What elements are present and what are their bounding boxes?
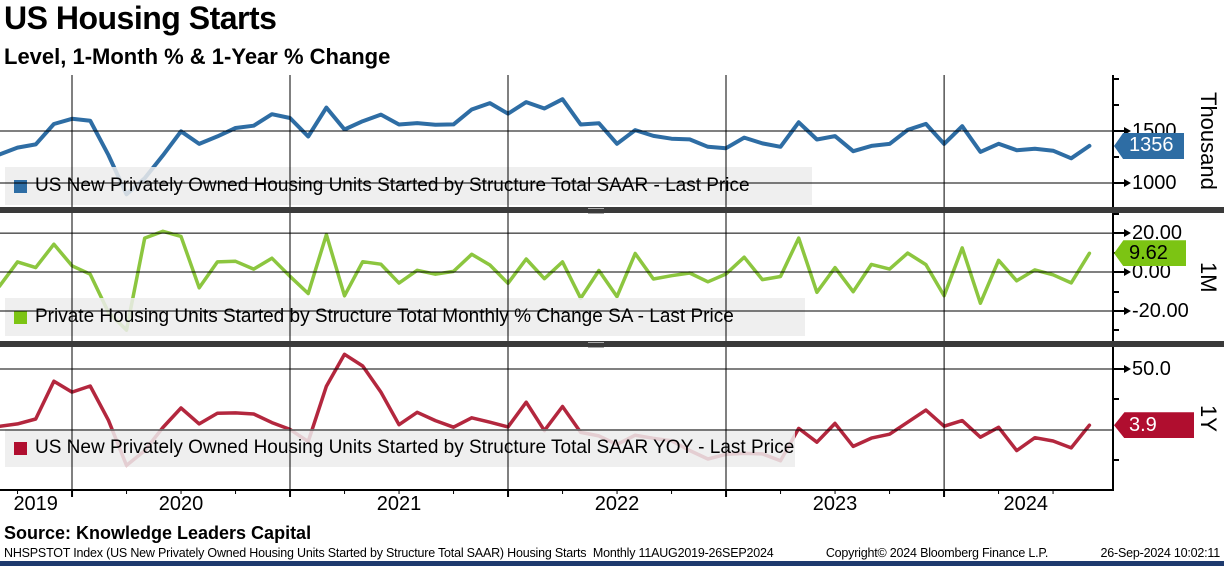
last-value-badge-yoy-pct: 3.9	[1114, 412, 1194, 439]
axis-minor-tick	[1113, 290, 1119, 293]
x-axis-year-label: 2019	[13, 493, 58, 515]
axis-tick-arrow-icon	[1124, 178, 1131, 187]
x-axis-year-label: 2024	[1003, 493, 1049, 515]
legend-label-yoy-pct: US New Privately Owned Housing Units Sta…	[35, 437, 795, 458]
legend-label-monthly-pct: Private Housing Units Started by Structu…	[35, 306, 734, 327]
chart-subtitle: Level, 1-Month % & 1-Year % Change	[4, 44, 391, 69]
axis-minor-tick	[1113, 103, 1119, 106]
legend-monthly-pct: Private Housing Units Started by Structu…	[5, 298, 805, 336]
legend-level: US New Privately Owned Housing Units Sta…	[5, 167, 812, 205]
axis-minor-tick	[1113, 212, 1119, 215]
axis-tick	[1113, 129, 1124, 132]
legend-swatch-monthly-pct	[14, 310, 27, 324]
axis-tick	[1113, 367, 1124, 370]
x-axis-year-label: 2023	[812, 493, 858, 515]
axis-tick	[1113, 309, 1124, 312]
footer-timestamp: 26-Sep-2024 10:02:11	[1100, 546, 1221, 560]
axis-tick-arrow-icon	[1124, 306, 1131, 315]
axis-minor-tick	[1113, 329, 1119, 332]
axis-tick-label: 50.0	[1132, 357, 1171, 380]
axis-tick-arrow-icon	[1124, 268, 1131, 277]
panel-divider[interactable]	[0, 341, 1224, 348]
axis-tick-arrow-icon	[1124, 364, 1131, 373]
axis-tick-label: 20.00	[1132, 222, 1183, 245]
x-axis-year-label: 2020	[158, 493, 204, 515]
axis-tick	[1113, 181, 1124, 184]
axis-tick	[1113, 232, 1124, 235]
axis-tick-arrow-icon	[1124, 126, 1131, 135]
bloomberg-footer: NHSPSTOT Index (US New Privately Owned H…	[4, 546, 1220, 560]
x-axis-year-label: 2022	[594, 493, 640, 515]
divider-grip-icon[interactable]	[588, 208, 604, 214]
axis-minor-tick	[1113, 77, 1119, 80]
panel-divider[interactable]	[0, 207, 1224, 214]
axis-tick-arrow-icon	[1124, 229, 1131, 238]
axis-minor-tick	[1113, 155, 1119, 158]
right-axis-title-monthly: 1M	[1196, 261, 1221, 293]
legend-yoy-pct: US New Privately Owned Housing Units Sta…	[5, 429, 795, 467]
legend-swatch-level	[14, 179, 27, 193]
x-axis-year-label: 2021	[376, 493, 422, 515]
legend-label-level: US New Privately Owned Housing Units Sta…	[35, 175, 750, 196]
footer-security-info: NHSPSTOT Index (US New Privately Owned H…	[4, 546, 774, 560]
right-axis-title-yoy: 1Y	[1196, 405, 1221, 432]
right-axis-title-level: Thousand	[1196, 92, 1221, 190]
chart-title: US Housing Starts	[4, 0, 277, 36]
divider-grip-icon[interactable]	[588, 342, 604, 348]
legend-swatch-yoy-pct	[14, 441, 27, 455]
axis-tick-label: 0.00	[1132, 261, 1171, 284]
last-value-badge-monthly-pct: 9.62	[1114, 240, 1186, 267]
axis-tick-label: 1000	[1132, 171, 1177, 194]
axis-minor-tick	[1113, 398, 1119, 401]
axis-tick	[1113, 271, 1124, 274]
axis-tick-label: -20.00	[1132, 299, 1189, 322]
footer-copyright: Copyright© 2024 Bloomberg Finance L.P.	[825, 546, 1049, 560]
last-value-badge-level: 1356	[1114, 132, 1184, 159]
source-attribution: Source: Knowledge Leaders Capital	[4, 523, 312, 543]
bottom-accent-bar	[0, 561, 1224, 566]
axis-minor-tick	[1113, 459, 1119, 462]
